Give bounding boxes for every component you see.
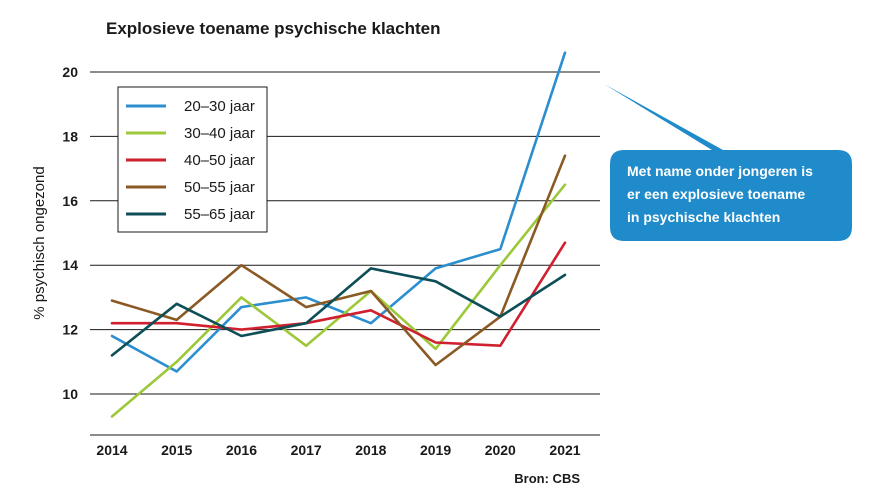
x-tick-label: 2017 (291, 442, 322, 458)
series-line (110, 154, 567, 367)
series-line (110, 183, 567, 418)
x-tick-label: 2018 (355, 442, 386, 458)
callout-text: Met name onder jongeren is er een explosi… (627, 163, 813, 225)
y-tick-label: 14 (62, 257, 78, 273)
x-tick-label: 2019 (420, 442, 451, 458)
legend-label: 40–50 jaar (184, 152, 255, 169)
series-line (110, 267, 567, 357)
callout: Met name onder jongeren is er een explosi… (604, 84, 852, 241)
callout-bubble (604, 84, 852, 241)
y-tick-label: 12 (62, 322, 78, 338)
y-tick-label: 20 (62, 64, 78, 80)
series-line (110, 241, 567, 348)
y-tick-label: 16 (62, 193, 78, 209)
y-tick-label: 18 (62, 128, 78, 144)
x-tick-label: 2015 (161, 442, 192, 458)
legend-label: 30–40 jaar (184, 125, 255, 142)
legend-label: 55–65 jaar (184, 206, 255, 223)
callout-line: er een explosieve toename (627, 186, 805, 202)
series-line (110, 51, 567, 373)
y-tick-label: 10 (62, 386, 78, 402)
callout-line: in psychische klachten (627, 209, 780, 225)
callout-line: Met name onder jongeren is (627, 163, 813, 179)
series-lines (110, 51, 567, 418)
legend: 20–30 jaar 30–40 jaar 40–50 jaar 50–55 jaar… (117, 86, 268, 233)
legend-label: 50–55 jaar (184, 179, 255, 196)
legend-label: 20–30 jaar (184, 98, 255, 115)
source-note: Bron: CBS (514, 471, 580, 486)
x-tick-label: 2016 (226, 442, 257, 458)
x-tick-label: 2021 (549, 442, 580, 458)
y-axis-ticks: 10 12 14 16 18 20 (62, 64, 78, 402)
x-tick-label: 2014 (96, 442, 127, 458)
x-tick-label: 2020 (485, 442, 516, 458)
chart-title: Explosieve toename psychische klachten (106, 19, 440, 38)
y-axis-label: % psychisch ongezond (31, 166, 48, 319)
x-axis-ticks: 2014 2015 2016 2017 2018 2019 2020 2021 (96, 442, 580, 458)
